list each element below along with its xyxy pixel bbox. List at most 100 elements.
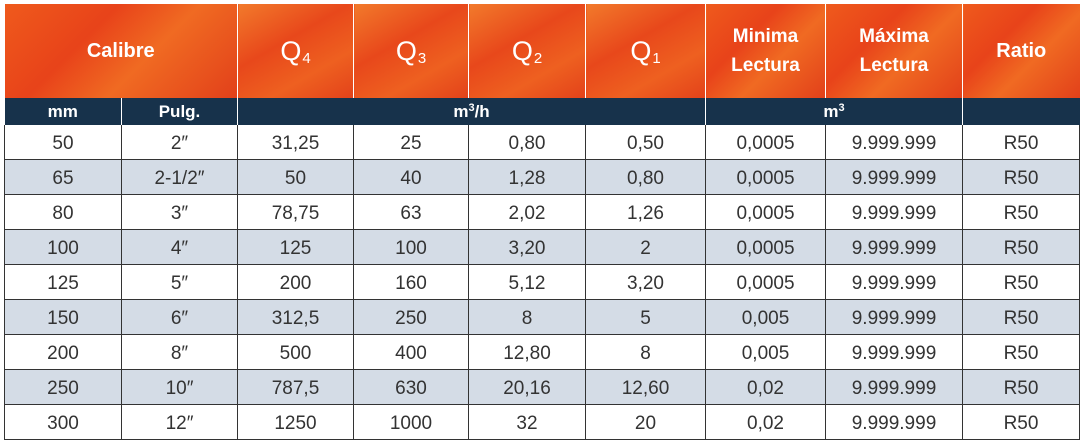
- maxima-lectura-header: Máxima Lectura: [825, 4, 963, 98]
- cell-ratio: R50: [962, 194, 1080, 230]
- unit-pulg: Pulg.: [121, 98, 238, 125]
- cell-pulg: 5″: [121, 264, 238, 300]
- cell-min: 0,02: [705, 369, 826, 405]
- cell-q3: 25: [353, 125, 469, 160]
- meter-spec-table: Calibre Q4 Q3 Q2 Q1 Minima Lectura Máxim…: [4, 4, 1080, 440]
- cell-q2: 1,28: [468, 159, 586, 195]
- cell-q1: 5: [585, 299, 706, 335]
- cell-q4: 312,5: [237, 299, 354, 335]
- cell-q4: 500: [237, 334, 354, 370]
- cell-q2: 5,12: [468, 264, 586, 300]
- cell-min: 0,02: [705, 404, 826, 440]
- cell-q3: 250: [353, 299, 469, 335]
- table-row: 250 10″ 787,5 630 20,16 12,60 0,02 9.999.999 R50: [4, 369, 1080, 405]
- cell-q4: 787,5: [237, 369, 354, 405]
- cell-max: 9.999.999: [825, 299, 963, 335]
- cell-max: 9.999.999: [825, 404, 963, 440]
- cell-q2: 20,16: [468, 369, 586, 405]
- table-row: 300 12″ 1250 1000 32 20 0,02 9.999.999 R50: [4, 404, 1080, 440]
- cell-pulg: 3″: [121, 194, 238, 230]
- cell-q3: 100: [353, 229, 469, 265]
- cell-q1: 2: [585, 229, 706, 265]
- cell-pulg: 2″: [121, 125, 238, 160]
- unit-volume: m3: [705, 98, 963, 125]
- cell-ratio: R50: [962, 159, 1080, 195]
- cell-ratio: R50: [962, 125, 1080, 160]
- cell-max: 9.999.999: [825, 334, 963, 370]
- q3-header: Q3: [353, 4, 469, 98]
- cell-min: 0,0005: [705, 125, 826, 160]
- cell-q3: 400: [353, 334, 469, 370]
- cell-q4: 31,25: [237, 125, 354, 160]
- table-row: 150 6″ 312,5 250 8 5 0,005 9.999.999 R50: [4, 299, 1080, 335]
- cell-max: 9.999.999: [825, 194, 963, 230]
- unit-mm: mm: [4, 98, 122, 125]
- cell-ratio: R50: [962, 229, 1080, 265]
- minima-lectura-header: Minima Lectura: [705, 4, 826, 98]
- cell-q3: 630: [353, 369, 469, 405]
- cell-q2: 8: [468, 299, 586, 335]
- cell-min: 0,005: [705, 334, 826, 370]
- minima-line1: Minima: [732, 26, 799, 47]
- cell-min: 0,0005: [705, 229, 826, 265]
- cell-mm: 250: [4, 369, 122, 405]
- q4-header: Q4: [237, 4, 354, 98]
- ratio-header: Ratio: [962, 4, 1080, 98]
- maxima-line2: Lectura: [859, 55, 929, 76]
- table-row: 200 8″ 500 400 12,80 8 0,005 9.999.999 R50: [4, 334, 1080, 370]
- cell-mm: 200: [4, 334, 122, 370]
- cell-q2: 12,80: [468, 334, 586, 370]
- units-row: mm Pulg. m3/h m3: [4, 98, 1080, 125]
- cell-q1: 12,60: [585, 369, 706, 405]
- cell-q1: 0,50: [585, 125, 706, 160]
- cell-ratio: R50: [962, 264, 1080, 300]
- table-row: 125 5″ 200 160 5,12 3,20 0,0005 9.999.999 R50: [4, 264, 1080, 300]
- header-row: Calibre Q4 Q3 Q2 Q1 Minima Lectura Máxim…: [4, 4, 1080, 98]
- cell-q3: 40: [353, 159, 469, 195]
- cell-ratio: R50: [962, 404, 1080, 440]
- calibre-header: Calibre: [4, 4, 238, 98]
- maxima-line1: Máxima: [859, 26, 929, 47]
- unit-flow: m3/h: [237, 98, 706, 125]
- cell-q4: 50: [237, 159, 354, 195]
- cell-q2: 32: [468, 404, 586, 440]
- cell-q1: 20: [585, 404, 706, 440]
- cell-q1: 0,80: [585, 159, 706, 195]
- cell-mm: 150: [4, 299, 122, 335]
- cell-mm: 125: [4, 264, 122, 300]
- table-row: 80 3″ 78,75 63 2,02 1,26 0,0005 9.999.999 R50: [4, 194, 1080, 230]
- cell-max: 9.999.999: [825, 159, 963, 195]
- cell-q2: 0,80: [468, 125, 586, 160]
- cell-mm: 50: [4, 125, 122, 160]
- cell-ratio: R50: [962, 299, 1080, 335]
- minima-line2: Lectura: [731, 55, 800, 76]
- cell-q2: 3,20: [468, 229, 586, 265]
- cell-max: 9.999.999: [825, 125, 963, 160]
- table-row: 65 2-1/2″ 50 40 1,28 0,80 0,0005 9.999.999 R50: [4, 159, 1080, 195]
- table-row: 100 4″ 125 100 3,20 2 0,0005 9.999.999 R50: [4, 229, 1080, 265]
- cell-q3: 1000: [353, 404, 469, 440]
- table-row: 50 2″ 31,25 25 0,80 0,50 0,0005 9.999.999 R50: [4, 125, 1080, 160]
- cell-q4: 1250: [237, 404, 354, 440]
- cell-pulg: 2-1/2″: [121, 159, 238, 195]
- cell-pulg: 10″: [121, 369, 238, 405]
- cell-min: 0,005: [705, 299, 826, 335]
- cell-q1: 3,20: [585, 264, 706, 300]
- cell-q1: 1,26: [585, 194, 706, 230]
- cell-max: 9.999.999: [825, 264, 963, 300]
- cell-min: 0,0005: [705, 194, 826, 230]
- unit-ratio-empty: [962, 98, 1080, 125]
- cell-ratio: R50: [962, 334, 1080, 370]
- cell-mm: 80: [4, 194, 122, 230]
- cell-q4: 200: [237, 264, 354, 300]
- cell-min: 0,0005: [705, 159, 826, 195]
- q2-header: Q2: [468, 4, 586, 98]
- cell-pulg: 12″: [121, 404, 238, 440]
- cell-q3: 63: [353, 194, 469, 230]
- cell-mm: 65: [4, 159, 122, 195]
- cell-q4: 78,75: [237, 194, 354, 230]
- cell-pulg: 8″: [121, 334, 238, 370]
- cell-pulg: 4″: [121, 229, 238, 265]
- cell-q4: 125: [237, 229, 354, 265]
- cell-q1: 8: [585, 334, 706, 370]
